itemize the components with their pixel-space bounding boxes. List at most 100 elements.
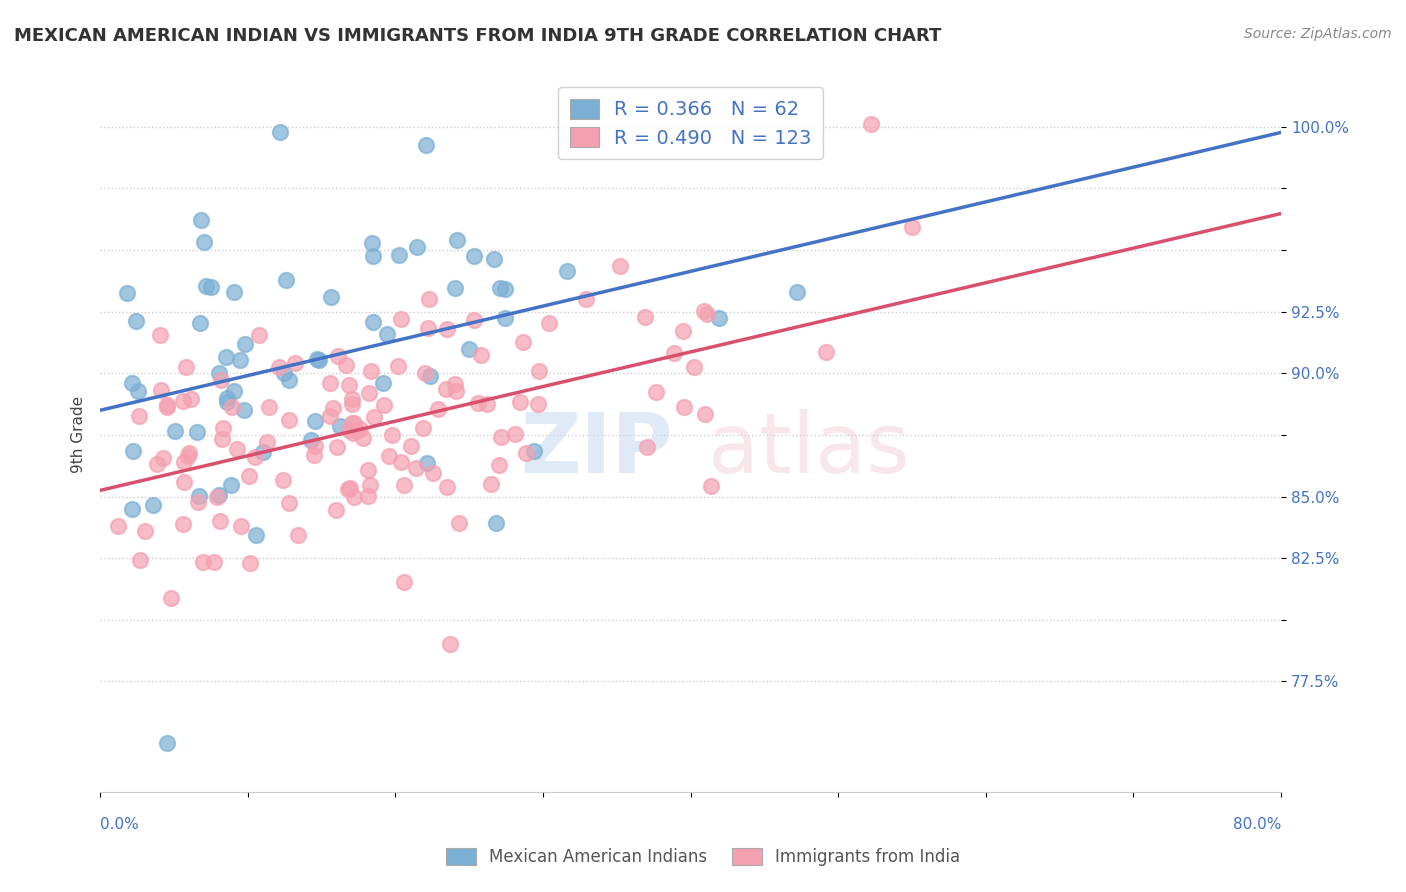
Point — [523, 444, 546, 458]
Point — [302, 448, 325, 462]
Point — [443, 376, 465, 391]
Point — [503, 426, 526, 441]
Point — [233, 402, 256, 417]
Point — [381, 427, 404, 442]
Point — [277, 373, 299, 387]
Point — [352, 431, 374, 445]
Point — [328, 418, 350, 433]
Point — [247, 327, 270, 342]
Point — [188, 489, 211, 503]
Point — [277, 412, 299, 426]
Point — [177, 449, 200, 463]
Point — [416, 456, 439, 470]
Point — [399, 439, 422, 453]
Point — [277, 496, 299, 510]
Point — [860, 117, 883, 131]
Point — [343, 490, 366, 504]
Point — [159, 591, 181, 605]
Point — [419, 369, 441, 384]
Point — [257, 400, 280, 414]
Point — [494, 310, 516, 325]
Point — [342, 397, 364, 411]
Point — [200, 280, 222, 294]
Point — [700, 479, 723, 493]
Point — [406, 240, 429, 254]
Point — [392, 478, 415, 492]
Point — [304, 439, 326, 453]
Legend: Mexican American Indians, Immigrants from India: Mexican American Indians, Immigrants fro… — [437, 840, 969, 875]
Text: ZIP: ZIP — [520, 409, 672, 490]
Point — [488, 458, 510, 472]
Point — [555, 264, 578, 278]
Point — [124, 314, 146, 328]
Point — [439, 638, 461, 652]
Point — [152, 451, 174, 466]
Point — [707, 311, 730, 326]
Point — [457, 343, 479, 357]
Point — [416, 321, 439, 335]
Point — [122, 444, 145, 458]
Point — [127, 384, 149, 399]
Point — [444, 281, 467, 295]
Point — [238, 468, 260, 483]
Point — [172, 393, 194, 408]
Legend: R = 0.366   N = 62, R = 0.490   N = 123: R = 0.366 N = 62, R = 0.490 N = 123 — [558, 87, 824, 160]
Point — [165, 424, 187, 438]
Point — [575, 292, 598, 306]
Point — [360, 364, 382, 378]
Point — [229, 352, 252, 367]
Point — [436, 322, 458, 336]
Point — [146, 457, 169, 471]
Point — [342, 416, 364, 430]
Point — [494, 282, 516, 296]
Point — [128, 409, 150, 423]
Point — [211, 432, 233, 446]
Point — [512, 334, 534, 349]
Point — [337, 378, 360, 392]
Point — [156, 736, 179, 750]
Point — [301, 433, 323, 447]
Point — [405, 460, 427, 475]
Point — [202, 555, 225, 569]
Text: MEXICAN AMERICAN INDIAN VS IMMIGRANTS FROM INDIA 9TH GRADE CORRELATION CHART: MEXICAN AMERICAN INDIAN VS IMMIGRANTS FR… — [14, 27, 942, 45]
Point — [188, 316, 211, 330]
Point — [271, 473, 294, 487]
Point — [673, 401, 696, 415]
Point — [662, 345, 685, 359]
Point — [363, 410, 385, 425]
Point — [357, 463, 380, 477]
Point — [418, 293, 440, 307]
Point — [256, 435, 278, 450]
Point — [426, 402, 449, 417]
Point — [361, 235, 384, 250]
Text: atlas: atlas — [707, 409, 910, 490]
Y-axis label: 9th Grade: 9th Grade — [72, 396, 86, 474]
Point — [304, 413, 326, 427]
Point — [319, 290, 342, 304]
Point — [319, 376, 342, 390]
Point — [900, 220, 922, 235]
Point — [693, 304, 716, 318]
Point — [222, 384, 245, 398]
Point — [142, 498, 165, 512]
Point — [177, 446, 200, 460]
Point — [121, 501, 143, 516]
Point — [322, 401, 344, 415]
Point — [463, 312, 485, 326]
Point — [509, 394, 531, 409]
Point — [357, 489, 380, 503]
Point — [392, 574, 415, 589]
Point — [343, 416, 366, 430]
Point — [449, 516, 471, 531]
Point — [373, 398, 395, 412]
Point — [328, 349, 350, 363]
Point — [215, 394, 238, 409]
Point — [222, 285, 245, 299]
Point — [672, 324, 695, 338]
Point — [634, 310, 657, 324]
Point — [463, 250, 485, 264]
Point — [422, 466, 444, 480]
Point — [389, 312, 412, 326]
Point — [156, 400, 179, 414]
Point — [308, 352, 330, 367]
